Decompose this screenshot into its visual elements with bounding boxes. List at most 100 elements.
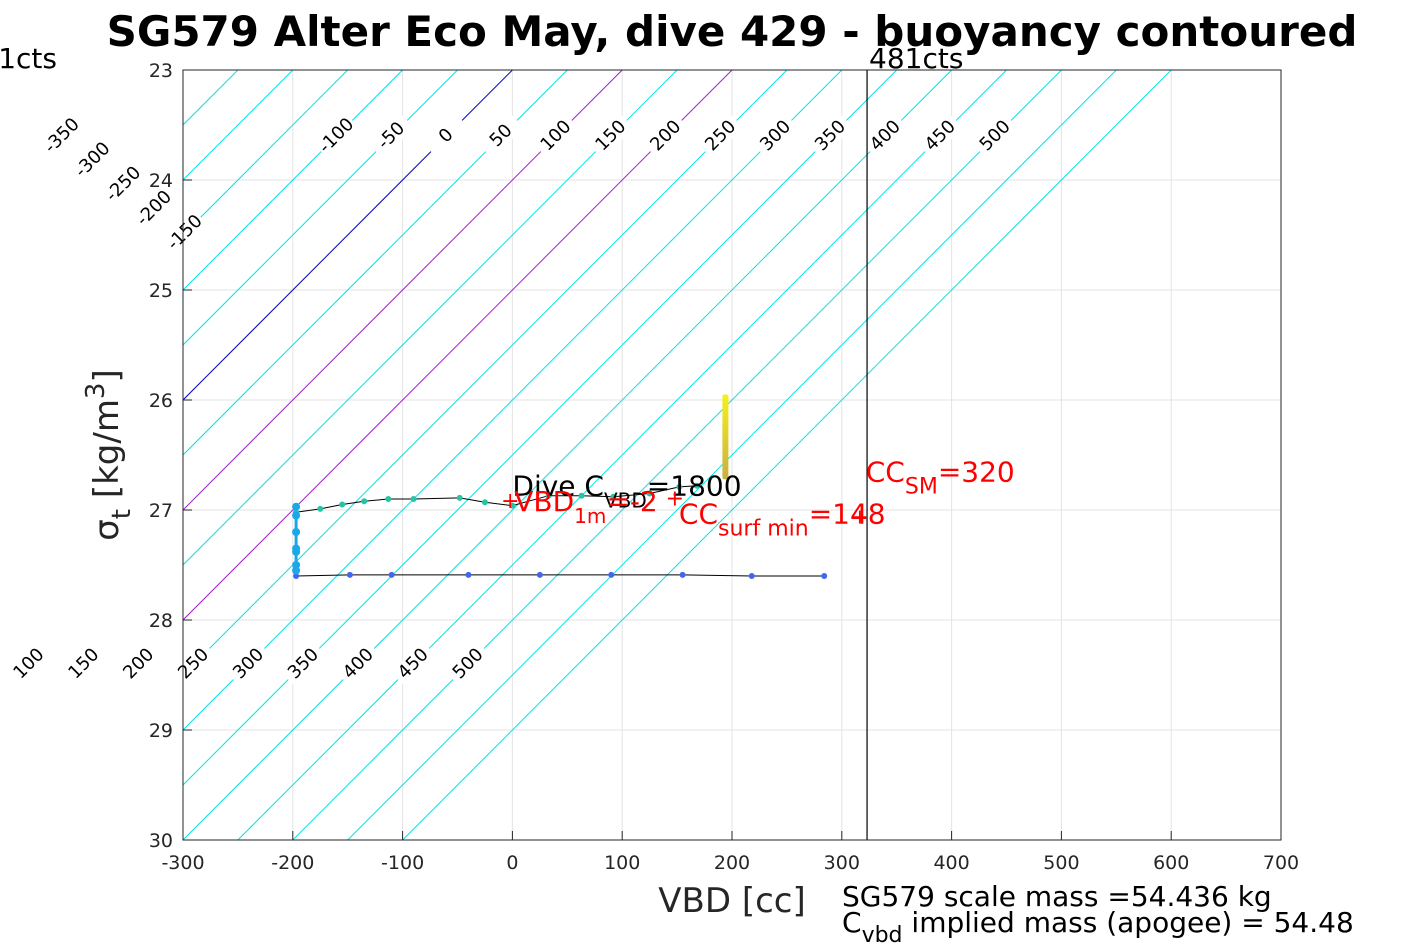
contour-label-background: [226, 641, 272, 687]
contour-label-background: [390, 641, 437, 687]
y-axis-label-units: [kg/m: [87, 399, 127, 498]
contour-label-background: [972, 113, 1019, 159]
x-ticks: -300 -200 -100 0 100 200 300 400 500 600 700: [161, 831, 1299, 874]
cc-surf-min-marker: +: [666, 486, 684, 511]
dive-profile-upper-point: [693, 482, 700, 489]
contour-labels: -350-300-250-200-150-100 -50 0 50 100 150 200 2…: [6, 113, 1019, 687]
annotations: Dive CVBD=1800+VBD1m=-2 +CCsurf min=148+C…: [501, 456, 1015, 542]
vbd-1m-annotation-main: VBD: [514, 485, 574, 518]
contour-line: [183, 70, 568, 456]
contour-line: [183, 70, 952, 840]
y-tick-label: 29: [149, 720, 173, 742]
cts-left-label: 1cts: [0, 42, 57, 75]
contour-label-background: [918, 113, 964, 159]
y-axis-label-close: ]: [87, 369, 127, 382]
contour-label-background: [698, 113, 744, 159]
vbd-1m-annotation-sub: 1m: [574, 504, 606, 528]
dive-c-vbd-annotation-value: =1800: [647, 470, 742, 503]
dive-c-vbd-annotation-sub: VBD: [604, 489, 647, 513]
dive-profile-upper-point: [509, 502, 516, 509]
y-axis-label: σt [kg/m3]: [81, 369, 137, 541]
x-tick-label: 200: [714, 852, 750, 874]
dive-profile-upper-point: [545, 492, 552, 499]
y-axis-label-symbol: σ: [87, 519, 127, 541]
contour-label-background: [643, 113, 689, 159]
y-tick-label: 25: [149, 280, 173, 302]
dive-profile-upper-point: [385, 496, 392, 502]
contour-label-background: [116, 641, 162, 687]
contour-line: [183, 70, 513, 401]
dive-profile-lower-point: [346, 571, 353, 578]
vbd-1m-annotation: VBD1m=-2: [514, 485, 658, 528]
dive-profile-lower-point: [608, 571, 615, 578]
x-tick-label: -200: [271, 852, 314, 874]
x-tick-label: 400: [933, 852, 969, 874]
contour-line: [292, 70, 1062, 840]
contour-line: [183, 70, 458, 346]
dive-profile-upper-point: [410, 496, 417, 502]
contour-line: [183, 70, 788, 676]
contour-line: [0, 70, 18, 840]
dive-profile-upper-point: [361, 498, 368, 505]
contour-line: [183, 70, 898, 786]
dive-profile-lower-point: [293, 573, 300, 579]
contour-line: [183, 70, 403, 291]
cc-surf-min-annotation-main: CC: [679, 497, 718, 530]
x-tick-label: 500: [1043, 852, 1079, 874]
y-tick-label: 26: [149, 390, 173, 412]
footer-implied-mass: Cvbd implied mass (apogee) = 54.48: [842, 906, 1354, 945]
x-tick-label: 300: [824, 852, 860, 874]
contour-label-background: [101, 161, 147, 208]
contour-line: [237, 70, 1007, 840]
dive-profile-lower-point: [679, 571, 686, 578]
dive-profile-lower-point: [536, 571, 543, 578]
y-tick-label: 27: [149, 500, 173, 522]
contour-label-background: [753, 113, 799, 159]
dive-profile-upper-point: [610, 493, 617, 500]
dive-profile-upper-point: [646, 490, 653, 497]
dive-c-vbd-annotation-main: Dive C: [512, 470, 604, 503]
contour-line: [0, 70, 73, 840]
cc-surf-min-annotation-sub: surf min: [718, 516, 809, 541]
contour-label-background: [131, 185, 178, 232]
dive-profile-vertical-point: [292, 511, 301, 520]
contour-label-background: [588, 113, 634, 159]
contour-label-background: [336, 641, 382, 687]
dive-profile-lower-point: [388, 571, 395, 578]
footer-implied-mass-rest: implied mass (apogee) = 54.48: [903, 906, 1354, 939]
dive-profile-vertical-point: [292, 502, 301, 511]
cc-sm-annotation-value: =320: [938, 456, 1015, 489]
cc-sm-annotation-sub: SM: [905, 475, 938, 500]
footer-implied-mass-main: C: [842, 906, 862, 939]
y-tick-label: 23: [149, 60, 173, 82]
contour-line: [183, 70, 843, 731]
x-tick-label: -100: [381, 852, 424, 874]
contour-line: [183, 70, 349, 236]
contour-label-background: [162, 210, 208, 256]
dive-profile-upper-point: [317, 505, 324, 512]
x-axis-label: VBD [cc]: [658, 881, 806, 921]
x-tick-label: -300: [161, 852, 204, 874]
contour-line: [347, 70, 1117, 840]
contour-label-background: [61, 641, 107, 687]
footer-scale-mass: SG579 scale mass =54.436 kg: [842, 880, 1272, 913]
dive-profile-vertical-point: [292, 566, 301, 575]
y-ticks: 23 24 25 26 27 28 29 30: [149, 60, 192, 852]
vbd-1m-annotation-value: =-2: [606, 485, 657, 518]
dive-profile-vertical-point: [292, 547, 301, 556]
contour-label-background: [314, 113, 360, 159]
dive-c-vbd-annotation: Dive CVBD=1800: [512, 470, 741, 513]
contour-label-background: [478, 113, 525, 159]
contour-label-background: [281, 641, 327, 687]
contour-line: [183, 70, 678, 566]
contour-label-background: [39, 113, 85, 159]
x-tick-label: 0: [506, 852, 518, 874]
y-axis-label-sub: t: [107, 509, 137, 519]
contour-label-background: [533, 113, 579, 159]
y-tick-label: 30: [149, 830, 173, 852]
contour-label-background: [369, 113, 415, 159]
cc-sm-annotation-main: CC: [866, 456, 905, 489]
contour-line: [183, 70, 733, 621]
cc-surf-min-annotation: CCsurf min=148: [679, 497, 886, 541]
